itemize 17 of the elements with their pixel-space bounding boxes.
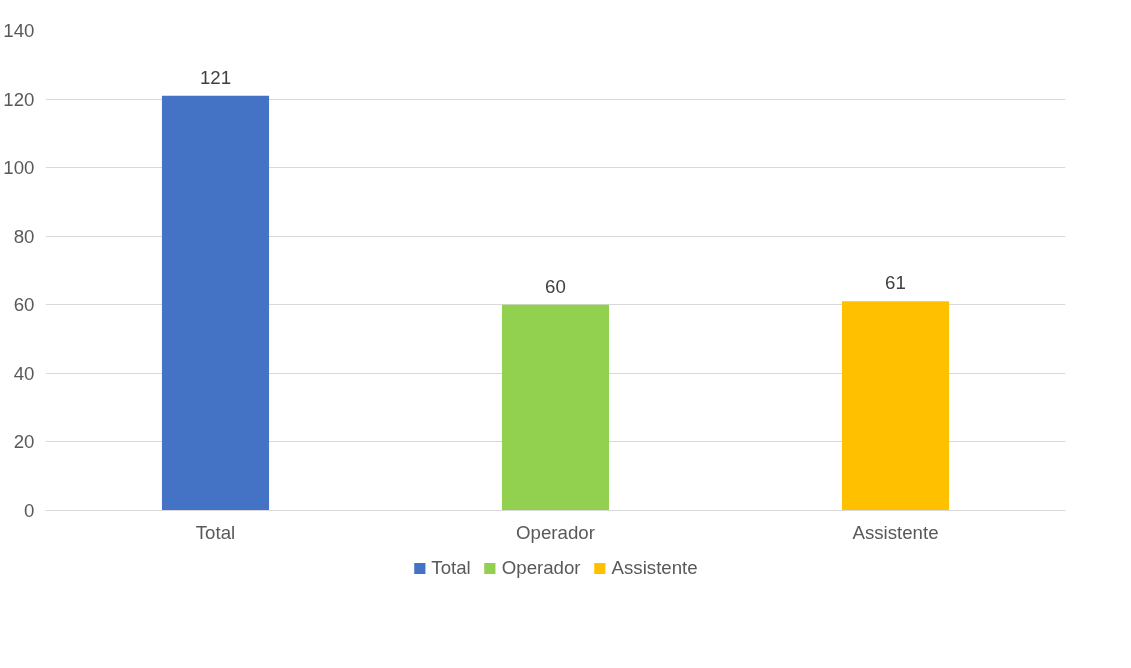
- data-label: 61: [885, 272, 906, 294]
- x-tick-label: Total: [195, 521, 236, 543]
- legend-label: Assistente: [611, 556, 698, 579]
- x-tick-label: Operador: [516, 521, 595, 543]
- y-tick-label: 120: [3, 88, 35, 110]
- data-label: 60: [545, 275, 566, 297]
- x-tick-label: Assistente: [852, 521, 939, 543]
- y-tick-label: 0: [24, 500, 35, 521]
- legend-label: Operador: [501, 556, 581, 579]
- legend-label: Total: [431, 556, 471, 579]
- y-tick-label: 20: [13, 431, 35, 453]
- data-label: 121: [199, 66, 232, 88]
- y-tick-label: 80: [13, 225, 35, 247]
- y-tick-label: 40: [13, 362, 35, 384]
- y-tick-label: 140: [3, 20, 35, 41]
- y-tick-label: 60: [13, 294, 35, 316]
- y-tick-label: 100: [3, 157, 35, 179]
